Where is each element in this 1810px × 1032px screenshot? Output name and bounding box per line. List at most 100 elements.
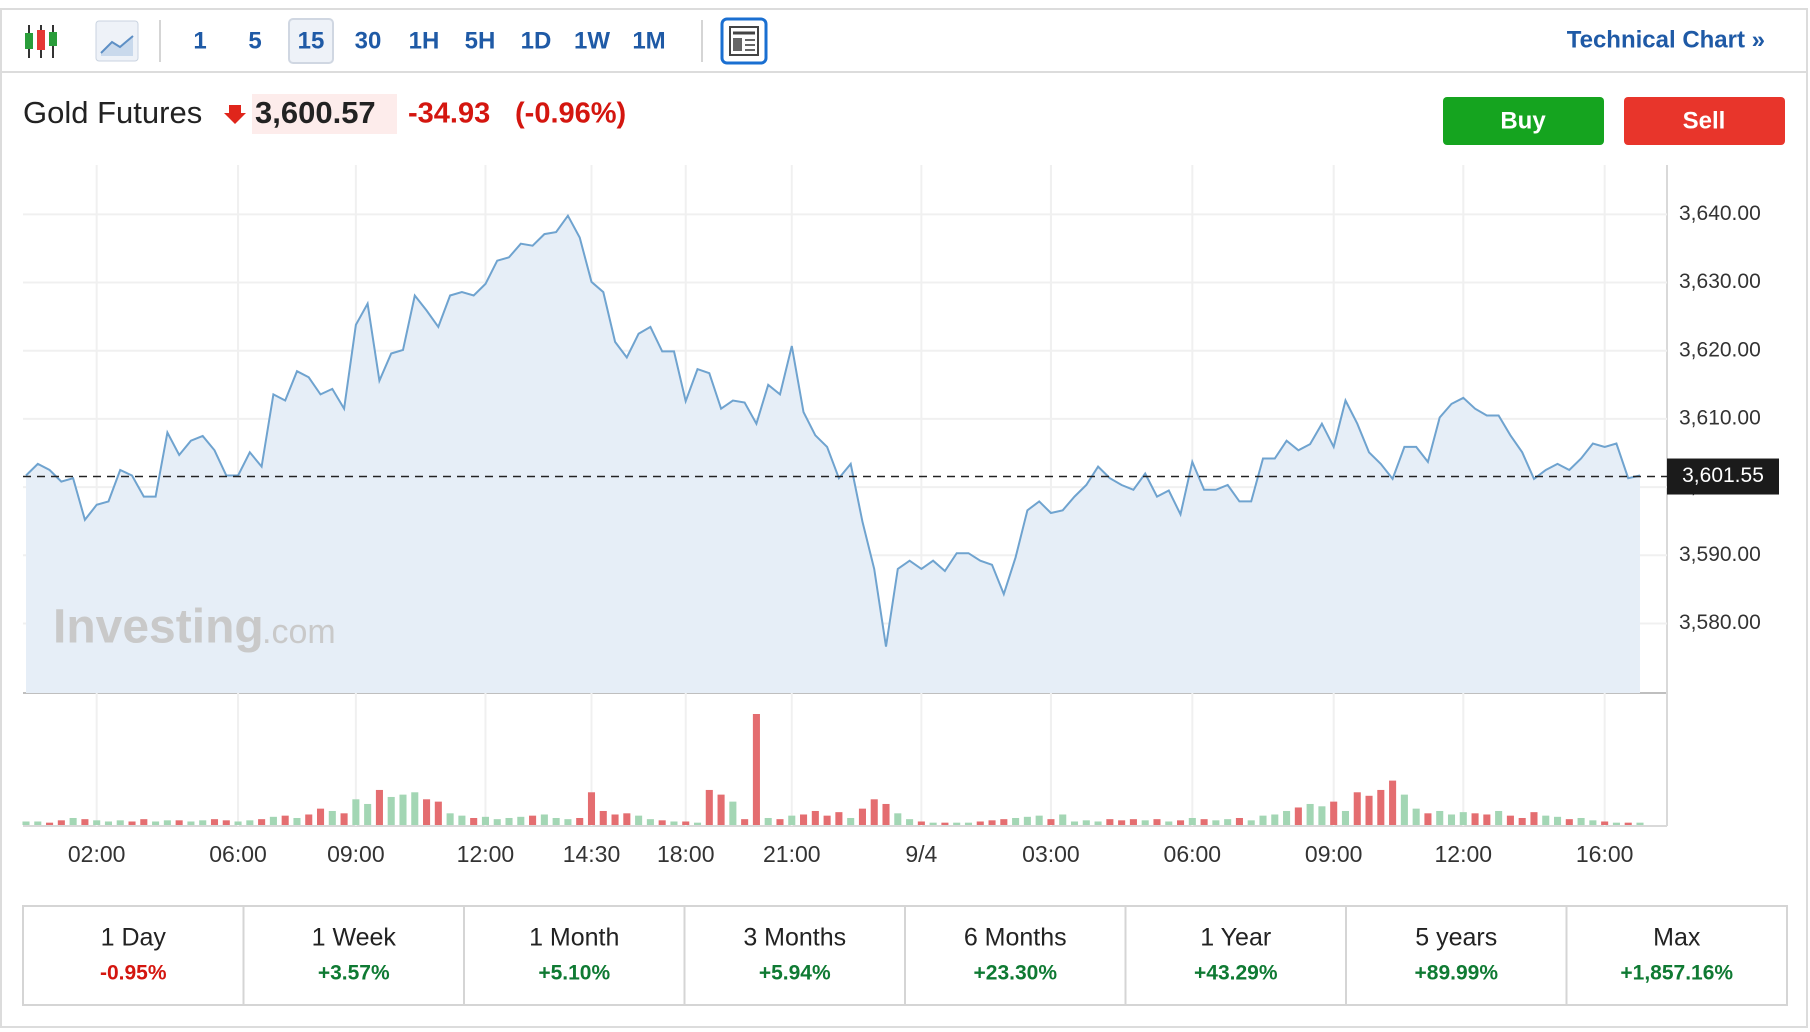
- volume-bar: [552, 817, 560, 825]
- volume-bar: [764, 817, 772, 825]
- volume-bar: [1389, 780, 1397, 825]
- icon-page: [729, 26, 759, 56]
- performance-cell[interactable]: [463, 905, 686, 1006]
- volume-bar: [1283, 810, 1291, 825]
- volume-bar: [1577, 817, 1585, 825]
- performance-cell[interactable]: [683, 905, 906, 1006]
- interval-button[interactable]: 1D: [521, 27, 552, 54]
- volume-bar: [953, 822, 961, 825]
- performance-cell[interactable]: [1565, 905, 1788, 1006]
- interval-selected: [288, 18, 334, 64]
- buy-button[interactable]: [1443, 97, 1604, 145]
- volume-bar: [835, 812, 843, 825]
- x-tick-label: 12:00: [457, 841, 515, 867]
- volume-bar: [316, 808, 325, 825]
- volume-bar: [870, 799, 878, 825]
- volume-bar: [729, 801, 737, 825]
- volume-bar: [917, 821, 925, 825]
- x-tick-label: 06:00: [209, 841, 267, 867]
- interval-button[interactable]: 30: [355, 27, 382, 54]
- volume-bar: [1247, 820, 1255, 825]
- volume-bar: [1212, 820, 1220, 825]
- performance-cell[interactable]: [22, 905, 245, 1006]
- volume-bar: [1518, 817, 1526, 825]
- volume-bar: [116, 820, 124, 825]
- volume-bar: [1023, 816, 1031, 825]
- volume-bar: [1224, 819, 1232, 825]
- sell-button[interactable]: [1624, 97, 1785, 145]
- volume-bar: [941, 822, 949, 825]
- performance-cell[interactable]: [904, 905, 1127, 1006]
- y-tick-label: 3,590.00: [1679, 543, 1761, 566]
- volume-bar: [670, 821, 678, 825]
- volume-bar: [470, 817, 478, 825]
- volume-bar: [1601, 821, 1609, 825]
- volume-bar: [847, 817, 855, 825]
- volume-bar: [1129, 819, 1137, 825]
- icon-frame: [720, 17, 768, 65]
- area-icon[interactable]: [95, 20, 139, 62]
- technical-chart-link[interactable]: Technical Chart »: [1567, 26, 1765, 53]
- performance-period: 1 Month: [529, 924, 619, 952]
- interval-button[interactable]: 1H: [409, 27, 440, 54]
- volume-bar: [1165, 821, 1173, 825]
- volume-bar: [458, 815, 466, 825]
- performance-cell[interactable]: [1345, 905, 1568, 1006]
- volume-bar: [611, 814, 619, 825]
- x-tick-label: 9/4: [905, 841, 937, 867]
- volume-bar: [446, 813, 454, 825]
- interval-button[interactable]: 1M: [632, 27, 665, 54]
- volume-bar: [1118, 820, 1126, 825]
- candlestick-icon[interactable]: [25, 25, 57, 58]
- performance-cell[interactable]: [1124, 905, 1347, 1006]
- volume-bar: [540, 814, 548, 825]
- volume-bar: [1424, 813, 1432, 825]
- x-tick-label: 14:30: [563, 841, 621, 867]
- interval-button[interactable]: 1: [193, 27, 206, 54]
- volume-bar: [434, 801, 442, 825]
- volume-bar: [199, 820, 207, 825]
- y-tick-label: 3,610.00: [1679, 406, 1761, 429]
- volume-bar: [576, 817, 584, 825]
- price-change-percent: (-0.96%): [515, 98, 626, 130]
- sell-label[interactable]: Sell: [1683, 107, 1726, 134]
- volume-bar: [882, 803, 890, 825]
- volume-bar: [976, 821, 984, 825]
- volume-bar: [293, 817, 301, 825]
- volume-bar: [823, 815, 831, 825]
- layout-icon[interactable]: [720, 17, 768, 65]
- performance-change: -0.95%: [100, 962, 167, 985]
- volume-bar: [1542, 815, 1550, 825]
- interval-button[interactable]: 5: [248, 27, 261, 54]
- x-tick-label: 02:00: [68, 841, 126, 867]
- volume-bar: [152, 821, 160, 825]
- volume-bar: [104, 821, 113, 825]
- performance-change: +5.10%: [538, 962, 610, 985]
- interval-button[interactable]: 15: [298, 27, 325, 54]
- interval-button[interactable]: 5H: [465, 27, 496, 54]
- volume-bar: [22, 821, 30, 825]
- down-arrow: [224, 105, 246, 124]
- volume-bar: [481, 816, 489, 825]
- icon-candle: [25, 33, 33, 49]
- x-tick-label: 18:00: [657, 841, 715, 867]
- volume-bar: [894, 813, 902, 825]
- volume-bar: [1106, 819, 1114, 825]
- volume-bar: [69, 817, 77, 825]
- price-highlight: [252, 94, 397, 134]
- x-tick-label: 16:00: [1576, 841, 1634, 867]
- x-tick-label: 21:00: [763, 841, 821, 867]
- volume-bar: [1259, 815, 1267, 825]
- volume-bar: [305, 814, 313, 825]
- volume-bar: [387, 796, 395, 825]
- volume-bar: [1177, 820, 1185, 825]
- price-line: [25, 213, 1641, 647]
- performance-cell[interactable]: [242, 905, 465, 1006]
- volume-bar: [1612, 822, 1620, 825]
- volume-bar: [717, 794, 725, 825]
- buy-label[interactable]: Buy: [1500, 107, 1546, 134]
- volume-bar: [81, 819, 89, 825]
- interval-button[interactable]: 1W: [574, 27, 610, 54]
- volume-bar: [46, 822, 54, 825]
